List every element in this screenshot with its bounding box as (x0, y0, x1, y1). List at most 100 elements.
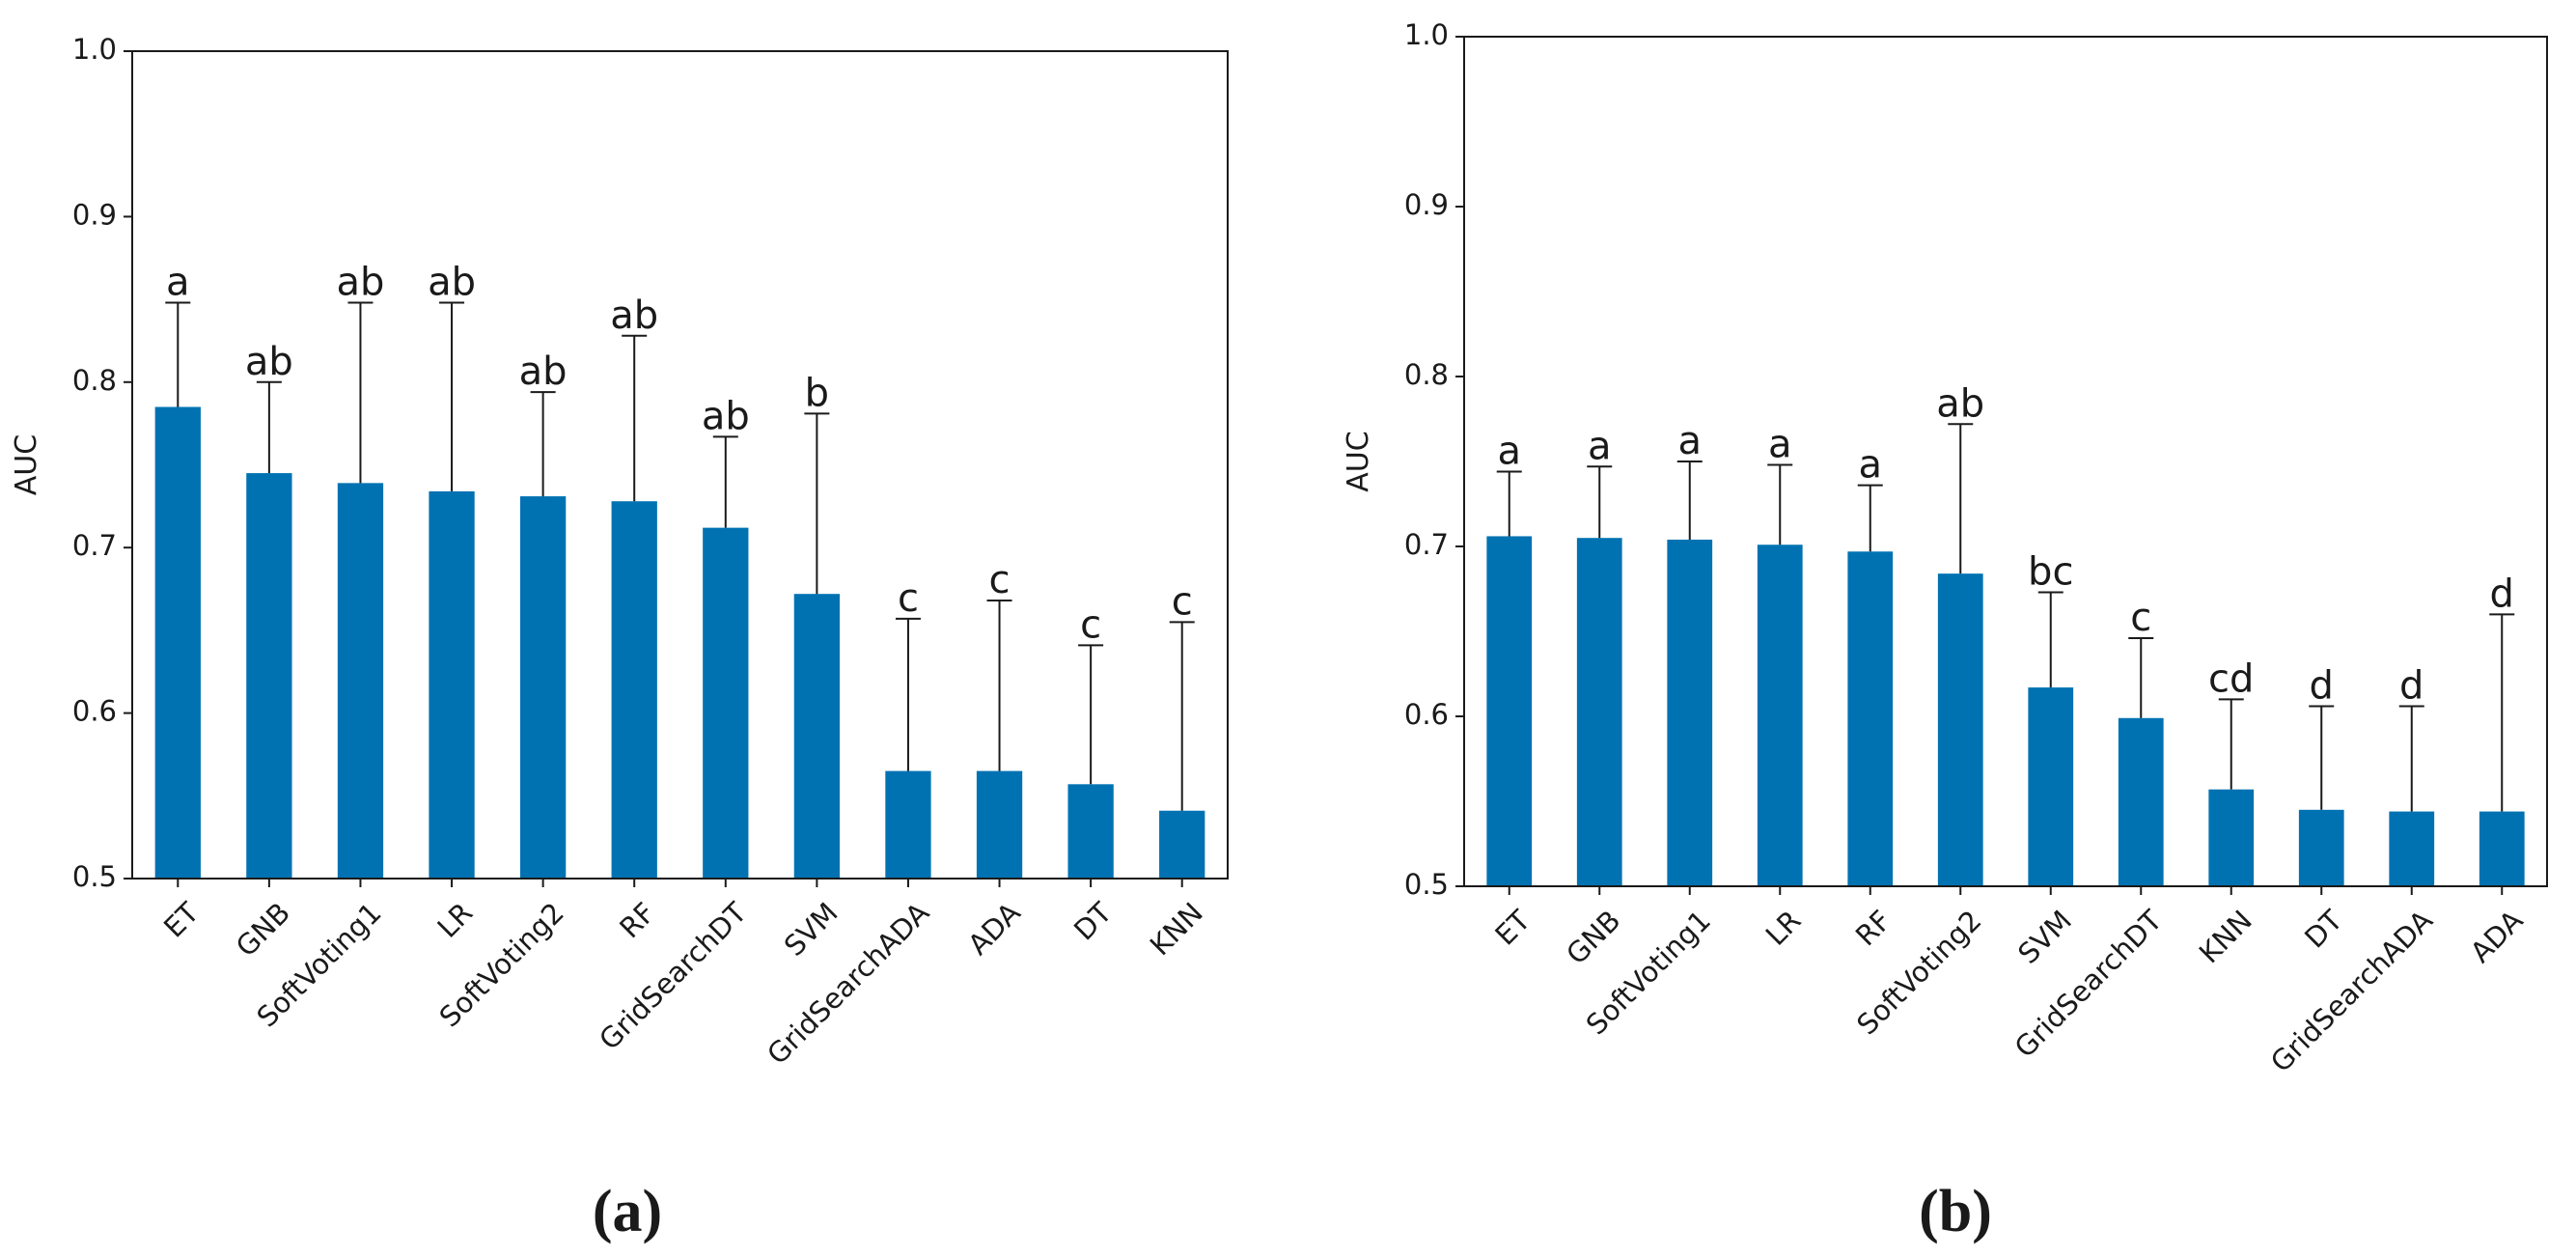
significance-letter-svm: b (805, 371, 829, 415)
bar-softvoting2 (519, 496, 567, 879)
y-tick-label: 0.9 (72, 198, 117, 231)
bar-dt (1067, 784, 1114, 879)
significance-letter-gridsearchada: d (2399, 663, 2424, 708)
x-tick-label-et: ET (157, 896, 206, 944)
x-tick-label-knn: KNN (2193, 904, 2258, 969)
y-axis-label: AUC (10, 434, 43, 495)
significance-letter-gridsearchdt: c (2130, 596, 2151, 640)
chart-a: aETabGNBabSoftVoting1abLRabSoftVoting2ab… (10, 33, 1229, 1244)
bar-lr (429, 490, 475, 879)
y-tick-label: 0.6 (1404, 698, 1449, 731)
error-bar-softvoting1 (347, 301, 374, 484)
significance-letter-gnb: ab (245, 340, 293, 384)
x-tick-label-svm: SVM (778, 896, 845, 963)
significance-letter-gridsearchdt: ab (702, 394, 750, 438)
bar-et (1486, 536, 1533, 886)
bar-gridsearchdt (2118, 717, 2164, 886)
error-bar-et (1496, 470, 1522, 537)
error-bar-knn (2218, 698, 2244, 790)
significance-letter-knn: cd (2208, 656, 2254, 701)
y-tick-label: 0.6 (72, 695, 117, 728)
error-bar-lr (1767, 463, 1793, 545)
x-tick-label-ada: ADA (2464, 904, 2530, 969)
bar-ada (2479, 811, 2525, 886)
significance-letter-et: a (166, 261, 190, 305)
bar-ada (976, 770, 1023, 879)
x-tick-label-knn: KNN (1144, 896, 1209, 962)
x-tick-label-ada: ADA (961, 896, 1027, 962)
bar-gridsearchada (885, 770, 931, 879)
bar-rf (611, 501, 657, 879)
error-bar-gnb (1587, 465, 1613, 539)
significance-letter-lr: ab (428, 261, 476, 305)
bar-knn (1159, 810, 1205, 879)
x-tick-label-gnb: GNB (230, 896, 296, 963)
error-bar-lr (439, 301, 465, 491)
x-tick-label-dt: DT (2298, 904, 2349, 955)
significance-letter-ada: c (989, 558, 1011, 602)
y-tick-label: 0.9 (1404, 188, 1449, 221)
error-bar-softvoting2 (530, 391, 556, 497)
bar-svm (2028, 687, 2074, 886)
plot-frame (131, 50, 1229, 880)
significance-letter-gnb: a (1588, 424, 1612, 468)
y-tick-label: 0.7 (72, 529, 117, 562)
y-tick-label: 0.5 (72, 860, 117, 893)
significance-letter-dt: d (2310, 663, 2334, 708)
bar-gnb (1576, 538, 1622, 886)
x-tick-label-rf: RF (1849, 904, 1897, 952)
panel-label: (b) (1919, 1179, 1992, 1244)
bar-svm (793, 594, 841, 879)
bar-softvoting1 (1667, 539, 1713, 886)
error-bar-svm (2037, 591, 2064, 688)
significance-letter-svm: bc (2028, 550, 2073, 595)
significance-letter-ada: d (2490, 572, 2514, 616)
bar-dt (2298, 809, 2344, 886)
significance-letter-softvoting1: a (1677, 419, 1702, 463)
x-tick-label-lr: LR (1759, 904, 1808, 952)
error-bar-dt (1078, 644, 1104, 785)
x-tick-label-et: ET (1488, 904, 1537, 952)
error-bar-gridsearchdt (712, 435, 738, 528)
bar-lr (1757, 545, 1803, 886)
x-tick-label-gridsearchada: GridSearchADA (2264, 904, 2439, 1078)
error-bar-rf (1857, 484, 1883, 552)
bar-softvoting1 (337, 483, 384, 879)
x-tick-label-lr: LR (431, 896, 480, 944)
error-bar-softvoting1 (1676, 461, 1703, 540)
x-tick-label-svm: SVM (2011, 904, 2078, 970)
error-bar-gridsearchada (895, 617, 921, 771)
y-tick-label: 0.8 (72, 364, 117, 397)
bar-gridsearchada (2389, 811, 2435, 886)
bar-et (154, 406, 201, 879)
bar-rf (1847, 551, 1894, 886)
error-bar-gridsearchdt (2128, 637, 2154, 718)
significance-letter-dt: c (1080, 602, 1101, 647)
y-tick-label: 1.0 (1404, 18, 1449, 51)
bar-softvoting2 (1937, 573, 1983, 886)
x-tick-label-gnb: GNB (1560, 904, 1626, 970)
x-tick-label-rf: RF (613, 896, 661, 944)
error-bar-gridsearchada (2398, 705, 2424, 812)
x-tick-label-dt: DT (1067, 896, 1119, 947)
bar-gridsearchdt (703, 527, 749, 879)
x-tick-label-gridsearchada: GridSearchADA (761, 896, 935, 1071)
significance-letter-gridsearchada: c (898, 576, 919, 621)
y-tick-label: 0.7 (1404, 528, 1449, 561)
error-bar-ada (2489, 613, 2515, 812)
error-bar-dt (2309, 705, 2335, 810)
error-bar-knn (1169, 621, 1195, 811)
error-bar-softvoting2 (1948, 423, 1974, 574)
significance-letter-softvoting2: ab (519, 349, 568, 394)
bar-gnb (246, 473, 292, 879)
error-bar-gnb (256, 380, 282, 474)
bar-knn (2208, 789, 2255, 886)
y-tick-label: 0.8 (1404, 358, 1449, 391)
y-tick-label: 0.5 (1404, 868, 1449, 901)
error-bar-ada (986, 600, 1012, 771)
significance-letter-knn: c (1172, 579, 1193, 624)
chart-b: aETaGNBaSoftVoting1aLRaRFabSoftVoting2bc… (1342, 18, 2548, 1244)
significance-letter-lr: a (1768, 423, 1792, 467)
y-axis-label: AUC (1342, 431, 1375, 491)
